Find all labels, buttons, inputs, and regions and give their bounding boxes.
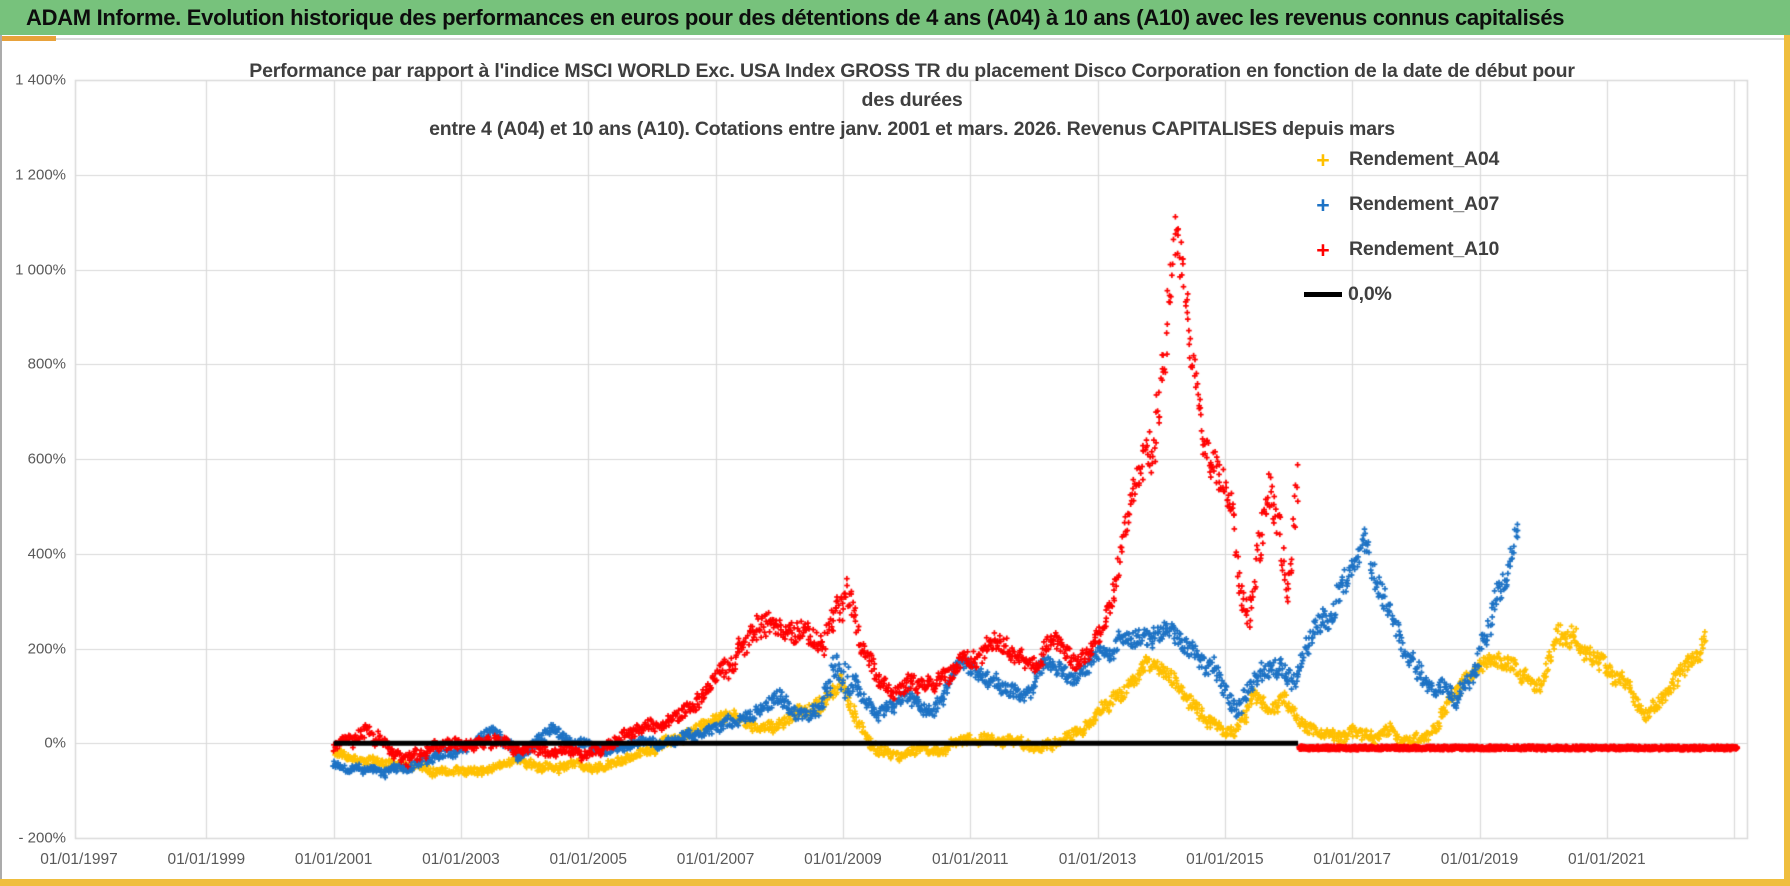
chart-legend: + Rendement_A04 + Rendement_A07 + Rendement_A… bbox=[1303, 137, 1499, 317]
x-tick-label: 01/01/2007 bbox=[676, 851, 755, 868]
legend-item-rendement-a04[interactable]: + Rendement_A04 bbox=[1303, 137, 1499, 182]
plus-marker-icon: + bbox=[1316, 191, 1330, 218]
line-marker-icon bbox=[1304, 292, 1342, 297]
legend-label: 0,0% bbox=[1348, 283, 1392, 305]
y-tick-label: 200% bbox=[27, 640, 66, 657]
x-tick-label: 01/01/2011 bbox=[932, 851, 1009, 868]
x-tick-label: 01/01/1999 bbox=[167, 851, 246, 868]
plus-marker-icon: + bbox=[1316, 146, 1330, 173]
y-tick-label: 800% bbox=[27, 355, 66, 373]
x-tick-label: 01/01/2001 bbox=[294, 851, 373, 868]
chart-title-line1: Performance par rapport à l'indice MSCI … bbox=[249, 60, 1575, 82]
y-tick-label: 1 000% bbox=[15, 261, 66, 278]
x-tick-label: 01/01/2015 bbox=[1186, 851, 1264, 868]
x-tick-label: 01/01/2013 bbox=[1058, 851, 1137, 868]
legend-label: Rendement_A04 bbox=[1349, 148, 1500, 170]
legend-item-0-0-[interactable]: 0,0% bbox=[1303, 272, 1499, 317]
x-tick-label: 01/01/2009 bbox=[804, 851, 882, 868]
legend-item-rendement-a10[interactable]: + Rendement_A10 bbox=[1303, 227, 1499, 272]
legend-label: Rendement_A10 bbox=[1349, 238, 1500, 260]
y-tick-label: 1 200% bbox=[15, 166, 66, 184]
chart-title-line3: entre 4 (A04) et 10 ans (A10). Cotations… bbox=[429, 118, 1395, 140]
x-tick-label: 01/01/1997 bbox=[40, 851, 118, 868]
legend-label: Rendement_A07 bbox=[1349, 193, 1500, 215]
chart-title-line2: des durées bbox=[861, 89, 963, 111]
x-tick-label: 01/01/2021 bbox=[1568, 851, 1646, 868]
chart-title: Performance par rapport à l'indice MSCI … bbox=[77, 57, 1747, 144]
x-tick-label: 01/01/2017 bbox=[1313, 851, 1391, 868]
x-tick-label: 01/01/2019 bbox=[1440, 851, 1519, 868]
y-tick-label: 400% bbox=[27, 545, 66, 563]
y-tick-label: 0% bbox=[44, 734, 66, 752]
y-tick-label: 1 400% bbox=[15, 71, 66, 89]
plus-marker-icon: + bbox=[1316, 236, 1330, 263]
x-tick-label: 01/01/2003 bbox=[422, 851, 500, 868]
x-tick-label: 01/01/2005 bbox=[549, 851, 628, 868]
y-tick-label: 600% bbox=[27, 450, 66, 468]
y-tick-label: - 200% bbox=[18, 829, 66, 847]
legend-item-rendement-a07[interactable]: + Rendement_A07 bbox=[1303, 182, 1499, 227]
